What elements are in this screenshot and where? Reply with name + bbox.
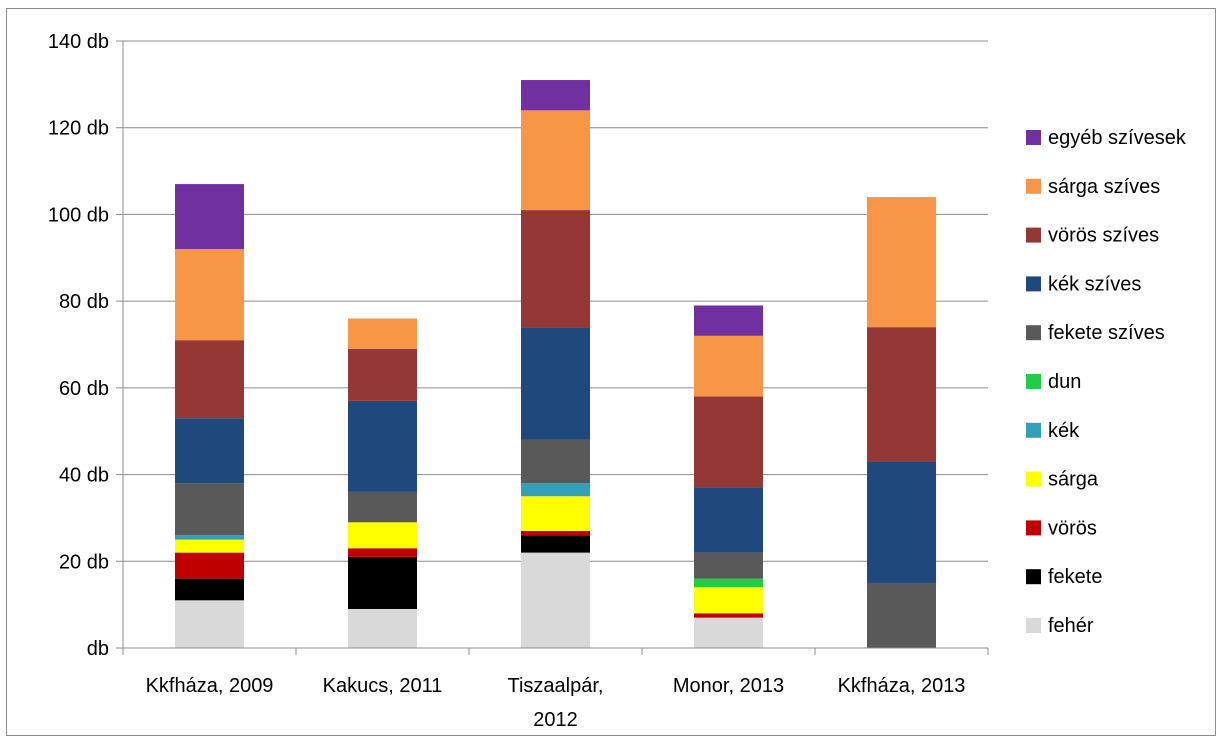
legend-swatch: [1026, 227, 1041, 243]
bar-segment: [694, 613, 763, 618]
x-axis-labels: Kkfháza, 2009 Kakucs, 2011 Tiszaalpár, 2012…: [146, 675, 966, 731]
bar-segment: [521, 552, 590, 648]
x-category-label: Kkfháza, 2013: [838, 675, 966, 697]
legend-label: vörös szíves: [1048, 225, 1159, 247]
legend-item: fekete szíves: [1026, 322, 1165, 344]
y-tick-label: 40 db: [59, 465, 109, 487]
legend-swatch: [1026, 618, 1041, 633]
legend-label: fehér: [1048, 615, 1094, 637]
legend-item: kék szíves: [1026, 273, 1141, 295]
y-tick-label: 100 db: [48, 204, 109, 226]
legend-label: fekete: [1048, 566, 1102, 588]
y-tick-label: 80 db: [59, 291, 109, 313]
bar-segment: [521, 483, 590, 497]
legend-item: kék: [1026, 420, 1080, 442]
legend-item: vörös szíves: [1026, 225, 1159, 247]
legend: egyéb szívesek sárga szíves vörös szíves ké…: [1026, 127, 1187, 637]
bar-stack: [694, 305, 763, 648]
bar-segment: [694, 587, 763, 614]
legend-swatch: [1026, 520, 1041, 536]
legend-label: vörös: [1048, 517, 1097, 539]
legend-swatch: [1026, 325, 1041, 341]
legend-item: sárga szíves: [1026, 176, 1160, 198]
bar-segment: [348, 491, 417, 523]
bar-segment: [175, 535, 244, 540]
bar-segment: [694, 335, 763, 397]
bar-segment: [348, 548, 417, 557]
legend-swatch: [1026, 130, 1041, 145]
bar-segment: [694, 578, 763, 588]
legend-item: sárga: [1026, 469, 1099, 491]
x-category-label: Tiszaalpár,: [508, 675, 604, 697]
legend-item: dun: [1026, 371, 1081, 393]
legend-label: egyéb szívesek: [1048, 127, 1187, 149]
legend-item: vörös: [1026, 517, 1097, 539]
bar-segment: [175, 184, 244, 250]
legend-label: kék szíves: [1048, 273, 1141, 295]
bar-stack: [867, 197, 936, 648]
legend-label: sárga: [1048, 469, 1099, 491]
bar-segment: [521, 110, 590, 211]
bar-segment: [175, 340, 244, 419]
legend-label: dun: [1048, 371, 1081, 393]
bar-segment: [521, 210, 590, 328]
bar-segment: [175, 418, 244, 484]
bar-segment: [694, 305, 763, 336]
bar-segment: [521, 439, 590, 484]
bar-segment: [348, 400, 417, 492]
legend-label: fekete szíves: [1048, 322, 1165, 344]
y-tick-label: 20 db: [59, 551, 109, 573]
legend-swatch: [1026, 422, 1041, 438]
bar-segment: [867, 582, 936, 648]
bar-segment: [521, 535, 590, 553]
bar-segment: [694, 552, 763, 579]
bar-segment: [521, 80, 590, 111]
bar-segment: [694, 396, 763, 488]
bar-segment: [694, 487, 763, 553]
bar-segment: [867, 461, 936, 583]
bar-segment: [348, 348, 417, 401]
bar-segment: [348, 522, 417, 549]
legend-swatch: [1026, 569, 1041, 585]
y-axis-ticks: db 20 db 40 db 60 db 80 db 100 db 120 db 140 db: [48, 31, 123, 660]
x-category-label: Kkfháza, 2009: [146, 675, 274, 697]
legend-item: egyéb szívesek: [1026, 127, 1187, 149]
x-category-label: Monor, 2013: [673, 675, 784, 697]
legend-swatch: [1026, 471, 1041, 487]
bar-segment: [348, 556, 417, 609]
bar-segment: [694, 617, 763, 648]
bar-segment: [175, 578, 244, 601]
legend-label: kék: [1048, 420, 1080, 442]
legend-swatch: [1026, 276, 1041, 292]
bar-segment: [867, 197, 936, 328]
bar-stack: [521, 80, 590, 648]
y-tick-label: 60 db: [59, 378, 109, 400]
bar-segment: [867, 327, 936, 462]
y-tick-label: db: [87, 638, 109, 660]
x-category-label: 2012: [533, 709, 578, 731]
legend-item: fekete: [1026, 566, 1102, 588]
bars: [175, 80, 936, 648]
y-tick-label: 140 db: [48, 31, 109, 53]
bar-segment: [175, 552, 244, 579]
x-axis: [122, 41, 989, 655]
legend-label: sárga szíves: [1048, 176, 1160, 198]
x-category-label: Kakucs, 2011: [323, 675, 443, 697]
bar-segment: [521, 327, 590, 440]
bar-segment: [348, 318, 417, 349]
bar-stack: [348, 318, 417, 648]
bar-segment: [521, 530, 590, 536]
legend-swatch: [1026, 374, 1041, 389]
bar-segment: [521, 496, 590, 531]
bar-segment: [175, 249, 244, 341]
bar-segment: [175, 539, 244, 553]
legend-swatch: [1026, 178, 1041, 194]
bar-segment: [348, 608, 417, 648]
legend-item: fehér: [1026, 615, 1094, 637]
y-tick-label: 120 db: [48, 118, 109, 140]
bar-segment: [175, 600, 244, 648]
bar-segment: [175, 483, 244, 536]
bar-stack: [175, 184, 244, 648]
